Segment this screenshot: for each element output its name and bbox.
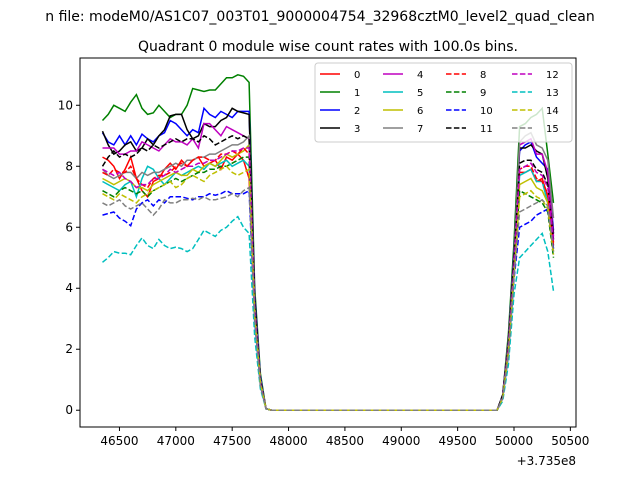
series-line-0 xyxy=(102,152,555,411)
legend-label-3: 3 xyxy=(354,124,360,135)
series-line-6 xyxy=(102,143,555,411)
x-tick-label: 48000 xyxy=(269,434,307,448)
series-line-9 xyxy=(102,156,555,411)
series-line-7 xyxy=(101,131,555,411)
y-tick-label: 0 xyxy=(65,403,73,417)
series-line-8 xyxy=(102,146,555,411)
series-line-11 xyxy=(101,134,555,411)
x-offset-label: +3.735e8 xyxy=(517,454,576,468)
legend-label-4: 4 xyxy=(417,70,423,81)
y-tick-label: 4 xyxy=(65,281,73,295)
legend-label-15: 15 xyxy=(546,124,559,135)
series-line-12 xyxy=(102,147,555,411)
y-tick-label: 6 xyxy=(65,220,73,234)
x-tick-label: 49000 xyxy=(382,434,420,448)
legend-label-14: 14 xyxy=(546,106,559,117)
x-tick-label: 49500 xyxy=(439,434,477,448)
chart-title: Quadrant 0 module wise count rates with … xyxy=(138,39,518,55)
legend-label-0: 0 xyxy=(354,70,360,81)
series-line-2 xyxy=(101,106,555,411)
legend-label-11: 11 xyxy=(480,124,493,135)
legend-label-13: 13 xyxy=(546,88,559,99)
series-line-3 xyxy=(101,107,555,411)
x-tick-label: 48500 xyxy=(326,434,364,448)
legend-label-5: 5 xyxy=(417,88,423,99)
legend-label-6: 6 xyxy=(417,106,423,117)
y-tick-label: 8 xyxy=(65,159,73,173)
y-axis: 0 2 4 6 8 10 xyxy=(58,98,80,417)
x-tick-label: 47000 xyxy=(157,434,195,448)
plot-lines xyxy=(101,73,555,411)
series-line-10 xyxy=(102,189,555,411)
legend-label-1: 1 xyxy=(354,88,360,99)
series-line-13 xyxy=(102,215,555,411)
legend-label-10: 10 xyxy=(480,106,493,117)
legend-label-8: 8 xyxy=(480,70,486,81)
plot-area-frame xyxy=(79,57,577,428)
legend-label-7: 7 xyxy=(417,124,423,135)
y-tick-label: 10 xyxy=(58,98,73,112)
legend-label-9: 9 xyxy=(480,88,486,99)
legend-box xyxy=(314,62,573,143)
series-line-15 xyxy=(102,186,555,411)
y-tick-label: 2 xyxy=(65,342,73,356)
legend-label-12: 12 xyxy=(546,70,559,81)
chart-suptitle: n file: modeM0/AS1C07_003T01_9000004754_… xyxy=(45,9,594,25)
legend-label-2: 2 xyxy=(354,106,360,117)
x-axis: 46500 47000 47500 48000 48500 49000 49500 50000… xyxy=(100,427,589,448)
x-tick-label: 50500 xyxy=(551,434,589,448)
x-tick-label: 50000 xyxy=(495,434,533,448)
x-tick-label: 47500 xyxy=(213,434,251,448)
x-tick-label: 46500 xyxy=(100,434,138,448)
